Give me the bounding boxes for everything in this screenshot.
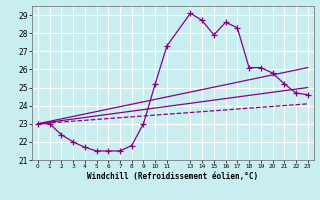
X-axis label: Windchill (Refroidissement éolien,°C): Windchill (Refroidissement éolien,°C) <box>87 172 258 181</box>
